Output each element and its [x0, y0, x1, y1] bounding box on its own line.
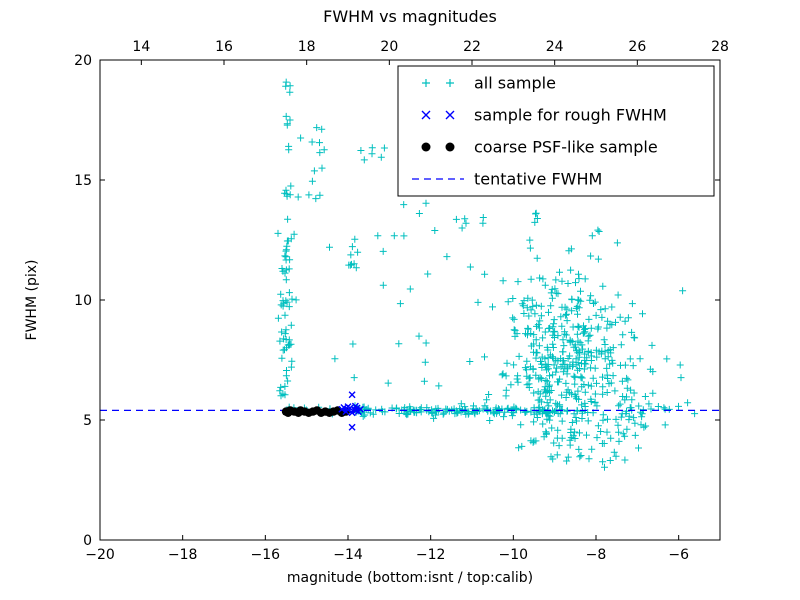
legend-label: tentative FWHM — [474, 170, 602, 189]
legend-dot-icon — [421, 142, 431, 152]
y-tick-label: 0 — [83, 533, 92, 549]
x-tick-label-bottom: −18 — [168, 547, 198, 563]
series-x-markers — [338, 391, 364, 431]
legend-plus-icon — [422, 79, 430, 87]
legend-label: coarse PSF-like sample — [474, 138, 658, 157]
x-tick-label-top: 20 — [380, 39, 398, 55]
axis-ticks: −20 −18 −16 −14 −12 −10 −8 −6 14 16 18 20 22 24 26 28 0 5… — [74, 39, 729, 563]
chart-title: FWHM vs magnitudes — [323, 7, 497, 26]
legend-plus-icon — [446, 79, 454, 87]
x-tick-label-bottom: −6 — [668, 547, 689, 563]
x-tick-label-top: 26 — [628, 39, 646, 55]
x-tick-label-top: 28 — [711, 39, 729, 55]
data-points-layer — [100, 78, 720, 471]
x-tick-label-bottom: −16 — [251, 547, 281, 563]
x-tick-label-top: 22 — [463, 39, 481, 55]
legend-box — [397, 65, 715, 197]
x-tick-label-bottom: −8 — [586, 547, 607, 563]
x-axis-label: magnitude (bottom:isnt / top:calib) — [287, 570, 533, 586]
x-tick-label-top: 18 — [298, 39, 316, 55]
legend: all sample sample for rough FWHM coarse PS… — [397, 65, 715, 197]
legend-dot-icon — [445, 142, 455, 152]
y-tick-label: 10 — [74, 293, 92, 309]
x-tick-label-bottom: −20 — [85, 547, 115, 563]
x-tick-label-top: 24 — [546, 39, 564, 55]
x-tick-label-bottom: −12 — [416, 547, 446, 563]
y-tick-label: 5 — [83, 413, 92, 429]
y-tick-label: 20 — [74, 53, 92, 69]
y-axis-label: FWHM (pix) — [24, 260, 40, 341]
legend-label: sample for rough FWHM — [474, 106, 667, 125]
x-tick-label-bottom: −10 — [499, 547, 529, 563]
x-tick-label-top: 14 — [132, 39, 150, 55]
x-tick-label-top: 16 — [215, 39, 233, 55]
series-plus-markers — [274, 78, 699, 471]
legend-x-icon — [445, 110, 455, 120]
legend-label: all sample — [474, 74, 556, 93]
y-tick-label: 15 — [74, 173, 92, 189]
legend-x-icon — [421, 110, 431, 120]
x-tick-label-bottom: −14 — [333, 547, 363, 563]
